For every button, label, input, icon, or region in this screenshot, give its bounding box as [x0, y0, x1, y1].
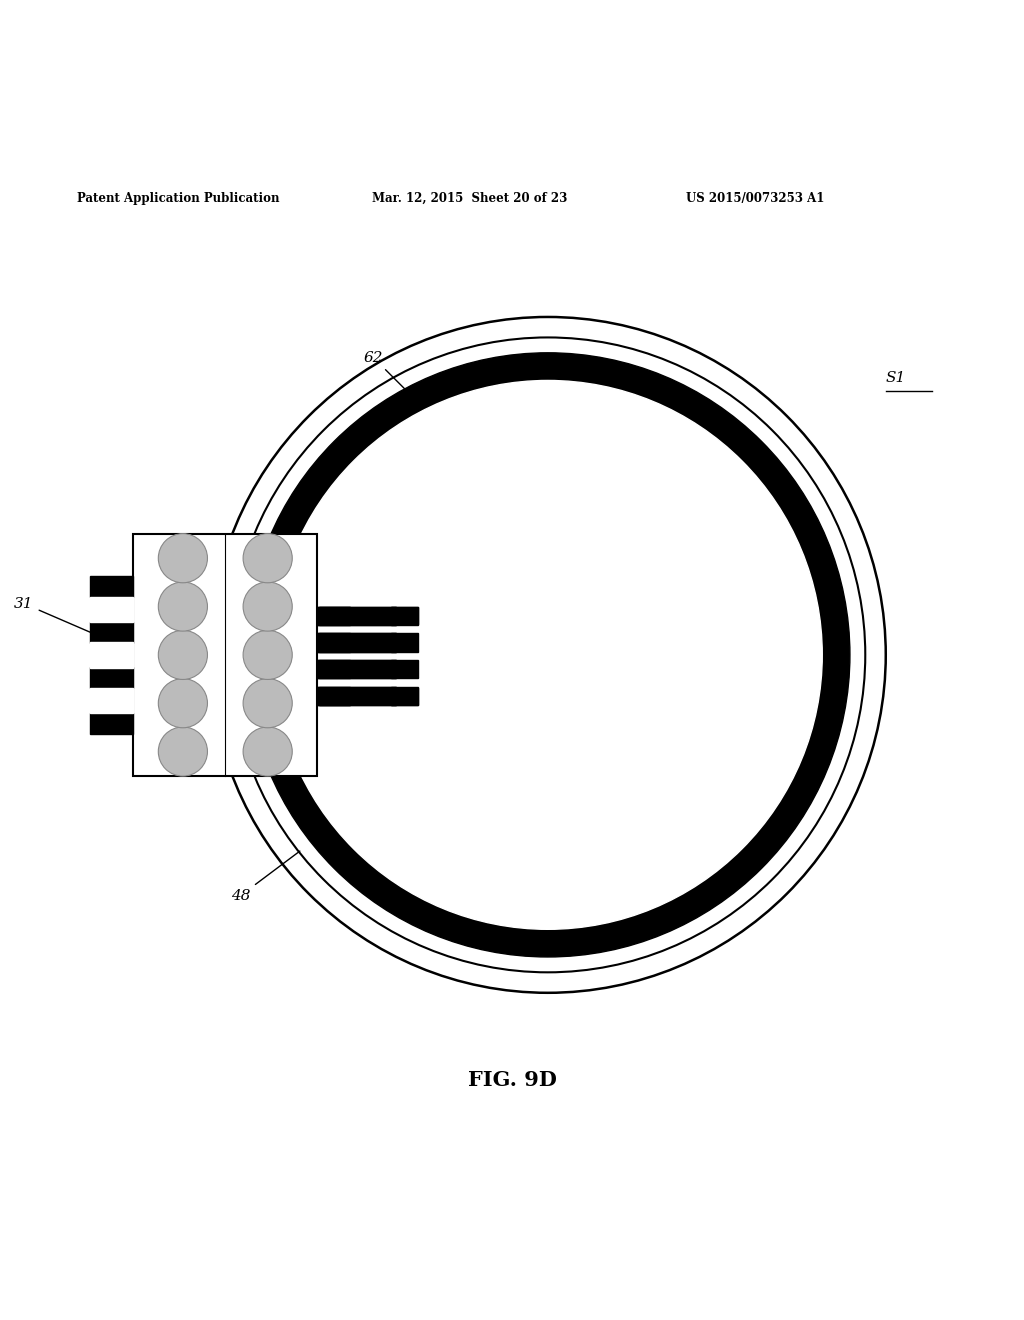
Text: 62: 62: [364, 351, 428, 412]
Bar: [241, 634, 273, 652]
Text: FIG. 9D: FIG. 9D: [468, 1069, 556, 1090]
Circle shape: [159, 582, 208, 631]
Bar: [317, 686, 396, 705]
Bar: [241, 660, 273, 678]
Bar: [319, 607, 350, 626]
Bar: [241, 660, 273, 678]
Circle shape: [243, 582, 292, 631]
Bar: [317, 634, 396, 652]
Circle shape: [159, 631, 208, 680]
Bar: [317, 634, 396, 652]
Bar: [241, 686, 273, 705]
Bar: [90, 667, 133, 688]
Text: 22: 22: [481, 412, 561, 480]
Bar: [391, 686, 418, 705]
Bar: [241, 634, 273, 652]
Bar: [241, 686, 273, 705]
Bar: [241, 652, 645, 660]
Bar: [391, 634, 418, 652]
Circle shape: [273, 380, 822, 929]
Bar: [90, 642, 133, 668]
Bar: [391, 605, 418, 705]
Text: 31: 31: [14, 597, 93, 634]
Text: 48: 48: [230, 851, 300, 903]
Bar: [241, 607, 273, 626]
Bar: [319, 605, 350, 705]
Text: Mar. 12, 2015  Sheet 20 of 23: Mar. 12, 2015 Sheet 20 of 23: [372, 191, 567, 205]
Bar: [241, 678, 645, 686]
Circle shape: [350, 457, 745, 853]
Bar: [317, 660, 396, 678]
Text: S1: S1: [886, 371, 906, 385]
Circle shape: [418, 525, 678, 785]
Bar: [391, 660, 418, 678]
Bar: [391, 660, 418, 678]
Circle shape: [243, 533, 292, 583]
Bar: [241, 605, 273, 705]
Circle shape: [159, 533, 208, 583]
Bar: [241, 607, 273, 626]
Text: R1: R1: [635, 627, 656, 642]
Bar: [319, 686, 350, 705]
Text: US 2015/0073253 A1: US 2015/0073253 A1: [686, 191, 824, 205]
Bar: [391, 607, 418, 626]
Circle shape: [418, 525, 678, 785]
Bar: [319, 686, 350, 705]
Bar: [90, 576, 133, 597]
Bar: [391, 686, 418, 705]
Circle shape: [243, 727, 292, 776]
Bar: [90, 713, 133, 734]
Bar: [319, 660, 350, 678]
Bar: [90, 688, 133, 713]
Bar: [319, 634, 350, 652]
Bar: [241, 626, 645, 634]
Circle shape: [243, 678, 292, 727]
Bar: [317, 660, 396, 678]
Bar: [317, 607, 396, 626]
Bar: [391, 607, 418, 626]
Bar: [319, 660, 350, 678]
Bar: [317, 607, 396, 626]
Bar: [317, 686, 396, 705]
Bar: [133, 535, 317, 776]
Bar: [391, 634, 418, 652]
Bar: [90, 622, 133, 643]
Circle shape: [159, 678, 208, 727]
Text: R4: R4: [696, 550, 738, 591]
Circle shape: [246, 352, 850, 957]
Circle shape: [396, 503, 699, 807]
Bar: [312, 605, 401, 705]
Circle shape: [325, 432, 771, 878]
Bar: [319, 634, 350, 652]
Bar: [90, 597, 133, 622]
Text: Patent Application Publication: Patent Application Publication: [77, 191, 280, 205]
Text: 40: 40: [473, 469, 543, 515]
Circle shape: [159, 727, 208, 776]
Circle shape: [243, 631, 292, 680]
Bar: [319, 607, 350, 626]
